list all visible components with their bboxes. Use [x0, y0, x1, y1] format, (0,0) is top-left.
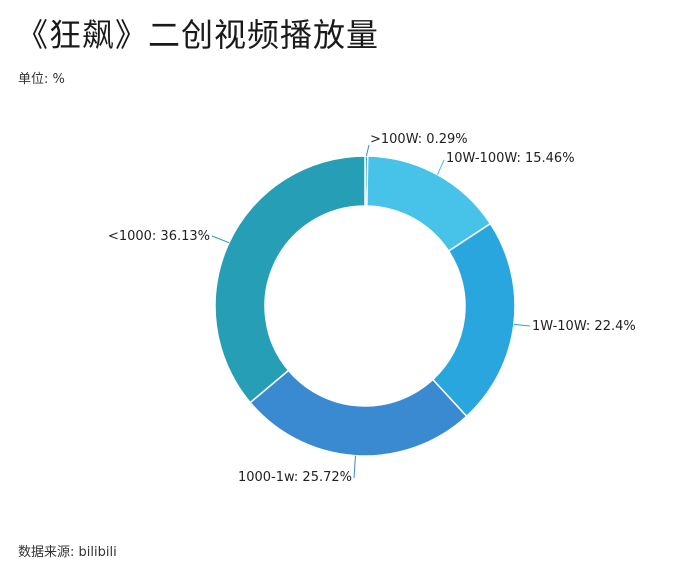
- slice-label-0: >100W: 0.29%: [370, 132, 468, 147]
- leader-line-1: [436, 159, 445, 175]
- slice-label-1: 10W-100W: 15.46%: [446, 151, 575, 166]
- slices-group: [214, 155, 516, 457]
- slice-2: [431, 222, 516, 418]
- leader-line-2: [513, 323, 531, 327]
- slice-3: [249, 369, 468, 457]
- slice-label-4: <1000: 36.13%: [108, 229, 210, 244]
- slice-label-3: 1000-1w: 25.72%: [238, 470, 352, 485]
- chart-title: 《狂飙》二创视频播放量: [16, 16, 380, 54]
- slice-4: [214, 155, 366, 404]
- labels-group: >100W: 0.29% 10W-100W: 15.46% 1W-10W: 22.4…: [108, 132, 636, 485]
- leader-line-4: [211, 235, 230, 244]
- slice-label-2: 1W-10W: 22.4%: [532, 319, 636, 334]
- unit-label: 单位: %: [18, 72, 65, 87]
- leader-line-0: [365, 144, 370, 157]
- leader-lines-group: [211, 144, 531, 479]
- source-label: 数据来源: bilibili: [18, 545, 117, 560]
- leader-line-3: [353, 455, 356, 479]
